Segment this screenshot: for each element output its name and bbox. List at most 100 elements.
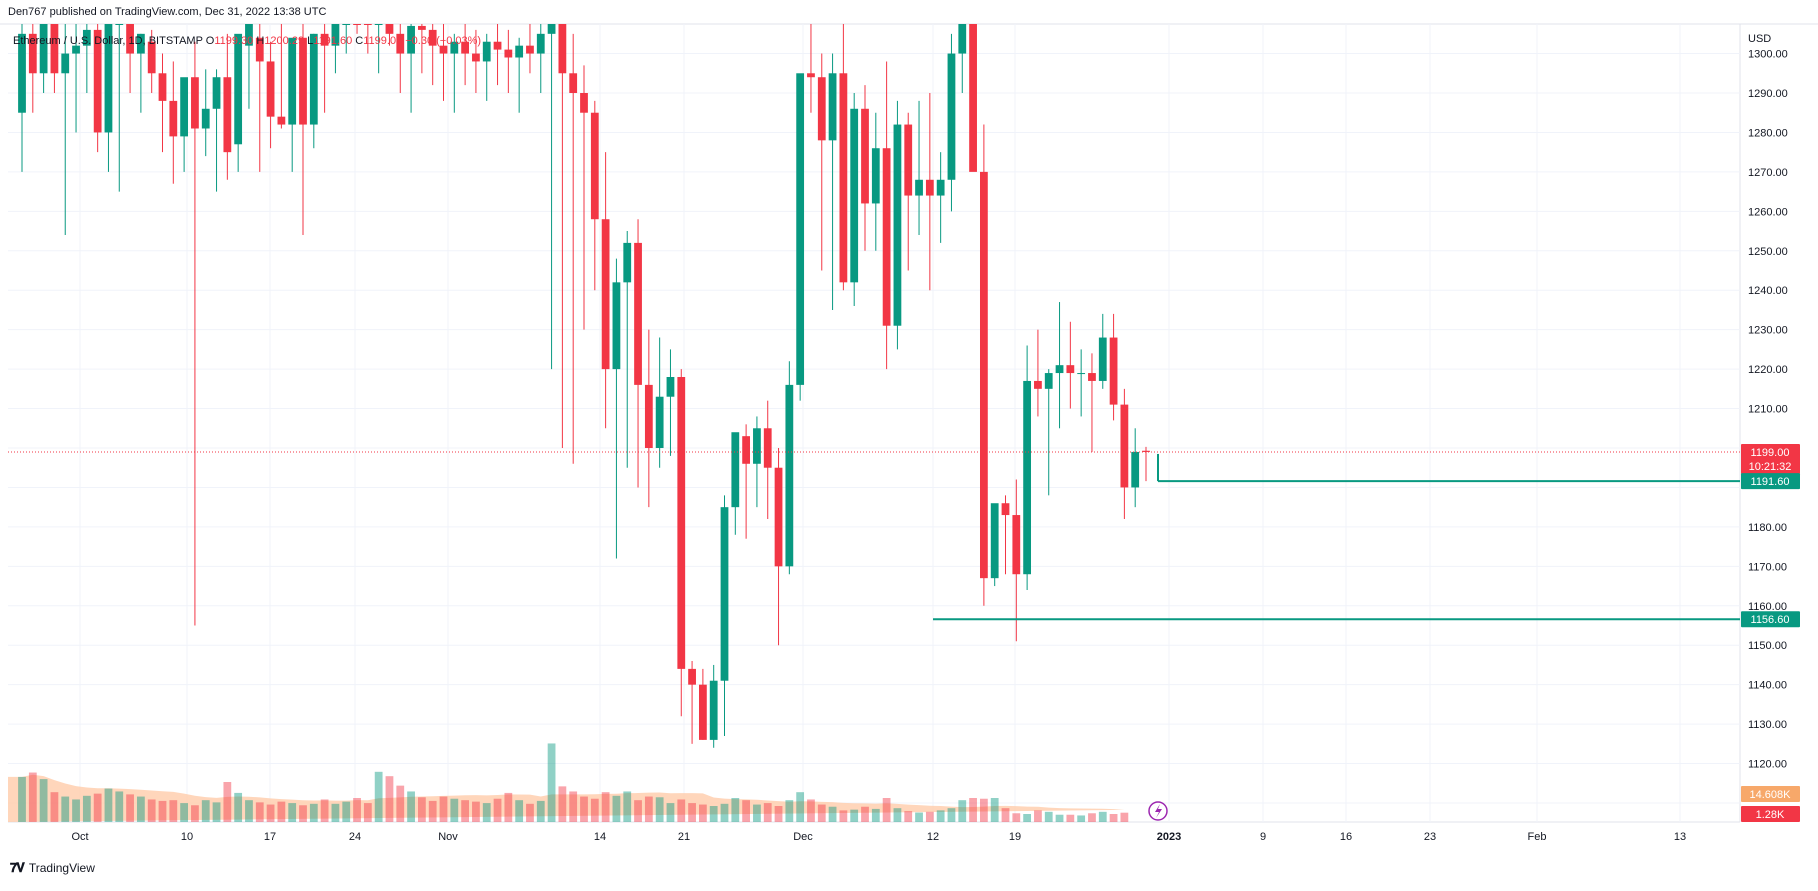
volume-bar — [753, 804, 761, 822]
level-1-badge[interactable]: 1191.60 — [1741, 473, 1800, 490]
volume-ma-badge[interactable]: 14.608K — [1741, 786, 1800, 802]
candle-body — [1023, 380, 1032, 575]
volume-bar — [309, 803, 318, 822]
footer-brand[interactable]: TradingView — [28, 861, 95, 875]
last-price-badge-text: 10:21:32 — [1749, 461, 1792, 473]
tradingview-logo-icon[interactable]: 𝟕𝐕 — [10, 860, 25, 875]
candle-body — [407, 25, 415, 54]
volume-badge[interactable]: 1.28K — [1741, 806, 1800, 822]
time-tick-label: 10 — [181, 831, 193, 843]
volume-bar — [126, 794, 134, 822]
candle-body — [915, 179, 923, 196]
candle-body — [1034, 380, 1042, 389]
candle-body — [569, 73, 578, 93]
candle-body — [893, 124, 902, 326]
candle-body — [1012, 515, 1021, 575]
candle-body — [147, 41, 156, 74]
price-tick-label: 1280.00 — [1748, 127, 1788, 139]
volume-bar — [882, 798, 891, 822]
time-tick-label: Oct — [71, 831, 88, 843]
candle-body — [807, 73, 815, 78]
candle-body — [731, 432, 740, 508]
volume-bar — [299, 805, 307, 822]
volume-bar — [104, 788, 113, 822]
volume-bar — [677, 799, 686, 822]
candle-body — [363, 24, 372, 25]
lightning-icon[interactable] — [1148, 801, 1168, 821]
low-value: 1191.60 — [313, 35, 353, 47]
candle-body — [623, 242, 632, 283]
candle-body — [1142, 450, 1150, 452]
candle-body — [936, 179, 945, 196]
candle-body — [180, 77, 189, 137]
candle-body — [201, 108, 210, 129]
candle-body — [839, 73, 848, 283]
candle-body — [515, 45, 524, 58]
volume-bar — [569, 791, 578, 822]
volume-bar — [223, 782, 232, 822]
volume-bar — [644, 796, 653, 822]
volume-bar — [774, 806, 783, 822]
volume-bar — [136, 796, 145, 822]
volume-bar — [212, 802, 221, 822]
volume-bar — [763, 803, 772, 822]
candle-body — [969, 24, 977, 172]
symbol-legend[interactable]: Ethereum / U.S. Dollar, 1D, BITSTAMP O11… — [13, 35, 481, 47]
candle-body — [417, 25, 426, 30]
volume-bar — [1109, 814, 1118, 822]
price-tick-label: 1160.00 — [1748, 601, 1787, 613]
candle-body — [871, 148, 880, 204]
volume-bar — [428, 800, 437, 822]
volume-bar — [807, 799, 815, 822]
candle-body — [461, 41, 470, 54]
volume-bar — [1066, 814, 1075, 822]
candle-body — [536, 33, 545, 54]
symbol-name[interactable]: Ethereum / U.S. Dollar, 1D, BITSTAMP — [13, 35, 203, 47]
volume-bar — [396, 785, 405, 822]
price-tick-label: 1220.00 — [1748, 364, 1788, 376]
candle-body — [925, 179, 934, 196]
level-2-badge[interactable]: 1156.60 — [1741, 611, 1800, 628]
time-axis: Oct 10 17 24 Nov 14 21 Dec 12 19 2023 9 16 23 Feb 13 — [71, 831, 1686, 843]
candle-body — [223, 77, 232, 153]
close-value: 1199.00 — [363, 35, 403, 47]
price-tick-label: 1120.00 — [1748, 759, 1787, 771]
candle-body — [299, 37, 307, 125]
volume-bar — [742, 800, 751, 822]
volume-bar — [417, 797, 426, 822]
time-tick-label: 21 — [678, 831, 690, 843]
volume-bar — [180, 803, 189, 822]
volume-bar — [234, 792, 243, 822]
time-tick-label: 19 — [1009, 831, 1021, 843]
candle-body — [18, 33, 26, 113]
candle-body — [126, 24, 134, 54]
volume-bar — [979, 798, 988, 822]
volume-bar — [450, 798, 459, 822]
candle-body — [947, 53, 956, 180]
candle-body — [482, 41, 491, 62]
candle-body — [580, 93, 588, 113]
volume-bar — [601, 792, 610, 822]
candle-body — [493, 41, 502, 50]
candle-body — [309, 33, 318, 125]
candle-body — [1001, 503, 1010, 516]
candle-body — [255, 37, 264, 62]
volume-bar — [342, 801, 351, 822]
volume-bar — [288, 803, 297, 822]
volume-bar — [925, 811, 934, 822]
high-label: H — [256, 35, 265, 47]
volume-bar — [266, 804, 275, 822]
price-tick-label: 1210.00 — [1748, 404, 1788, 416]
candle-body — [979, 171, 988, 579]
last-price-badge[interactable]: 1199.00 10:21:32 — [1741, 443, 1800, 474]
candle-body — [677, 377, 686, 669]
candle-body — [277, 116, 286, 125]
candle-body — [234, 33, 243, 145]
time-tick-label: 17 — [264, 831, 276, 843]
volume-bar — [39, 779, 48, 822]
candle-body — [61, 53, 70, 74]
volume-bar — [1120, 812, 1129, 822]
candle-body — [396, 33, 405, 54]
